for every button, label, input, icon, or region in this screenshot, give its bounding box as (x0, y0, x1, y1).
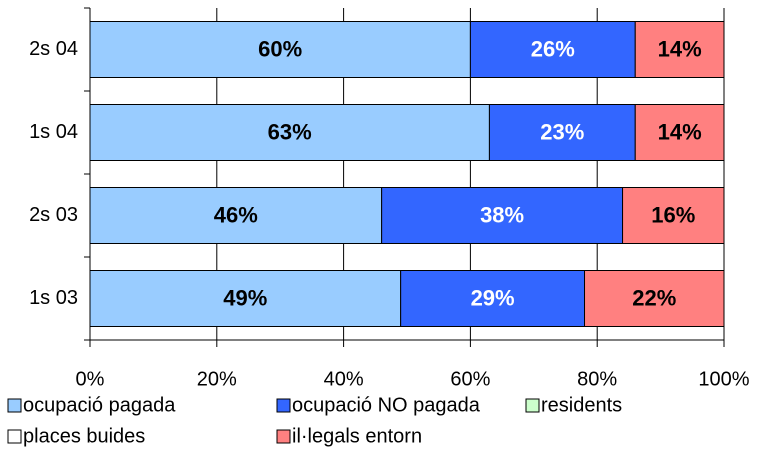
bar-segment (634, 21, 725, 78)
data-label: 23% (540, 119, 584, 144)
x-tick-label: 100% (698, 368, 749, 390)
data-label: 26% (531, 36, 575, 61)
x-tick-label: 60% (450, 368, 490, 390)
data-label: 14% (658, 119, 702, 144)
data-label: 49% (223, 285, 267, 310)
x-tick-label: 80% (577, 368, 617, 390)
legend-swatch (276, 398, 291, 413)
y-tick-label: 1s 03 (29, 287, 78, 309)
bar-segment (381, 187, 624, 244)
data-label: 22% (632, 285, 676, 310)
bar-segment (89, 270, 402, 327)
bar-segment (584, 270, 725, 327)
legend-label: places buides (23, 425, 145, 447)
data-label: 38% (480, 202, 524, 227)
data-label: 63% (268, 119, 312, 144)
bar-segment (89, 104, 490, 161)
legend-label: il·legals entorn (292, 425, 422, 447)
y-tick-label: 2s 04 (29, 38, 78, 60)
bar-segment (488, 104, 636, 161)
y-tick-label: 1s 04 (29, 121, 78, 143)
legend-swatch (276, 429, 291, 444)
y-tick-label: 2s 03 (29, 204, 78, 226)
bar-segment (469, 21, 636, 78)
x-tick-label: 0% (76, 368, 105, 390)
x-tick-label: 40% (324, 368, 364, 390)
data-label: 29% (471, 285, 515, 310)
legend-swatch (7, 398, 22, 413)
data-label: 16% (651, 202, 695, 227)
x-tick-label: 20% (197, 368, 237, 390)
bar-segment (634, 104, 725, 161)
bar-segment (89, 21, 471, 78)
data-label: 14% (658, 36, 702, 61)
data-label: 46% (214, 202, 258, 227)
bar-segment (622, 187, 725, 244)
legend-label: ocupació NO pagada (292, 394, 481, 416)
legend-swatch (525, 398, 540, 413)
legend-label: residents (541, 394, 622, 416)
data-label: 60% (258, 36, 302, 61)
bar-segment (89, 187, 383, 244)
bar-segment (400, 270, 586, 327)
legend-swatch (7, 429, 22, 444)
legend-label: ocupació pagada (23, 394, 176, 416)
